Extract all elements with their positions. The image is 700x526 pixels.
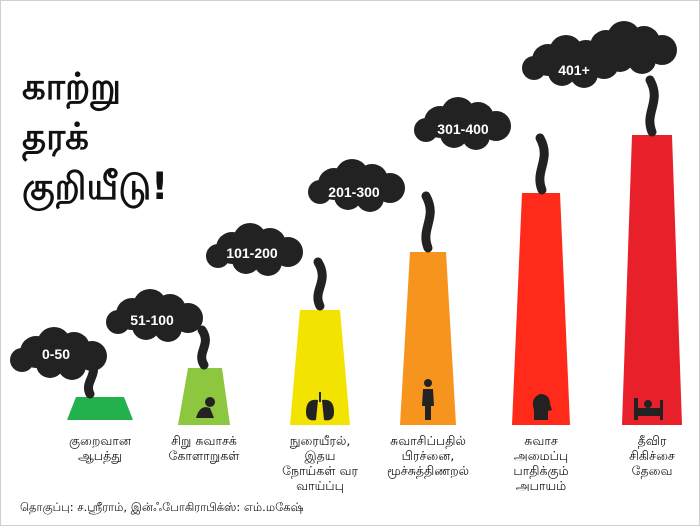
level-101-200: 101-200 <box>206 223 350 425</box>
level-301-400: 301-400 <box>414 97 570 425</box>
range-label-0-50: 0-50 <box>42 346 70 362</box>
range-label-201-300: 201-300 <box>328 184 380 200</box>
range-label-301-400: 301-400 <box>437 121 489 137</box>
chimney-301-400 <box>512 193 570 425</box>
chimney-0-50 <box>67 397 133 420</box>
human-body-icon <box>422 379 434 420</box>
smoke-trail-301-400 <box>535 133 549 195</box>
level-51-100: 51-100 <box>106 289 230 425</box>
caption-201-300: சுவாசிப்பதில் பிரச்னை, மூச்சுத்திணறல் <box>386 433 470 478</box>
level-0-50: 0-50 <box>10 327 133 420</box>
chimney-201-300 <box>400 252 456 425</box>
level-201-300: 201-300 <box>308 159 456 425</box>
caption-51-100: சிறு சுவாசக் கோளாறுகள் <box>168 433 240 463</box>
caption-301-400: சுவாச அமைப்பு பாதிக்கும் அபாயம் <box>513 433 569 493</box>
hospital-bed-icon <box>634 398 663 420</box>
title-line-3: குறியீடு! <box>22 165 169 208</box>
smoke-trail-51-100 <box>197 325 210 370</box>
caption-101-200: நுரையீரல், இதய நோய்கள் வர வாய்ப்பு <box>282 433 358 493</box>
title-line-2: தரக் <box>22 115 89 158</box>
person-crouching-icon <box>196 397 215 418</box>
smoke-trail-201-300 <box>421 191 435 253</box>
range-label-51-100: 51-100 <box>130 312 174 328</box>
lungs-icon <box>306 392 334 421</box>
caption-0-50: குறைவான ஆபத்து <box>69 433 131 463</box>
chimney-101-200 <box>290 310 350 425</box>
smoke-trail-101-200 <box>313 257 327 311</box>
chimney-401-plus <box>622 135 682 425</box>
level-401-plus: 401+ <box>522 21 682 425</box>
chimney-51-100 <box>178 368 230 425</box>
range-label-401-plus: 401+ <box>558 62 590 78</box>
smoke-trail-401-plus <box>645 75 659 137</box>
title-line-1: காற்று <box>22 65 122 108</box>
page-title: காற்று தரக் குறியீடு! <box>22 62 168 212</box>
caption-401-plus: தீவிர சிகிச்சை தேவை <box>629 433 675 478</box>
range-label-101-200: 101-200 <box>226 245 278 261</box>
credit-line: தொகுப்பு: ச.ஸ்ரீராம், இன்ஃபோகிராபிக்ஸ்: … <box>20 500 304 514</box>
head-profile-icon <box>532 394 552 420</box>
